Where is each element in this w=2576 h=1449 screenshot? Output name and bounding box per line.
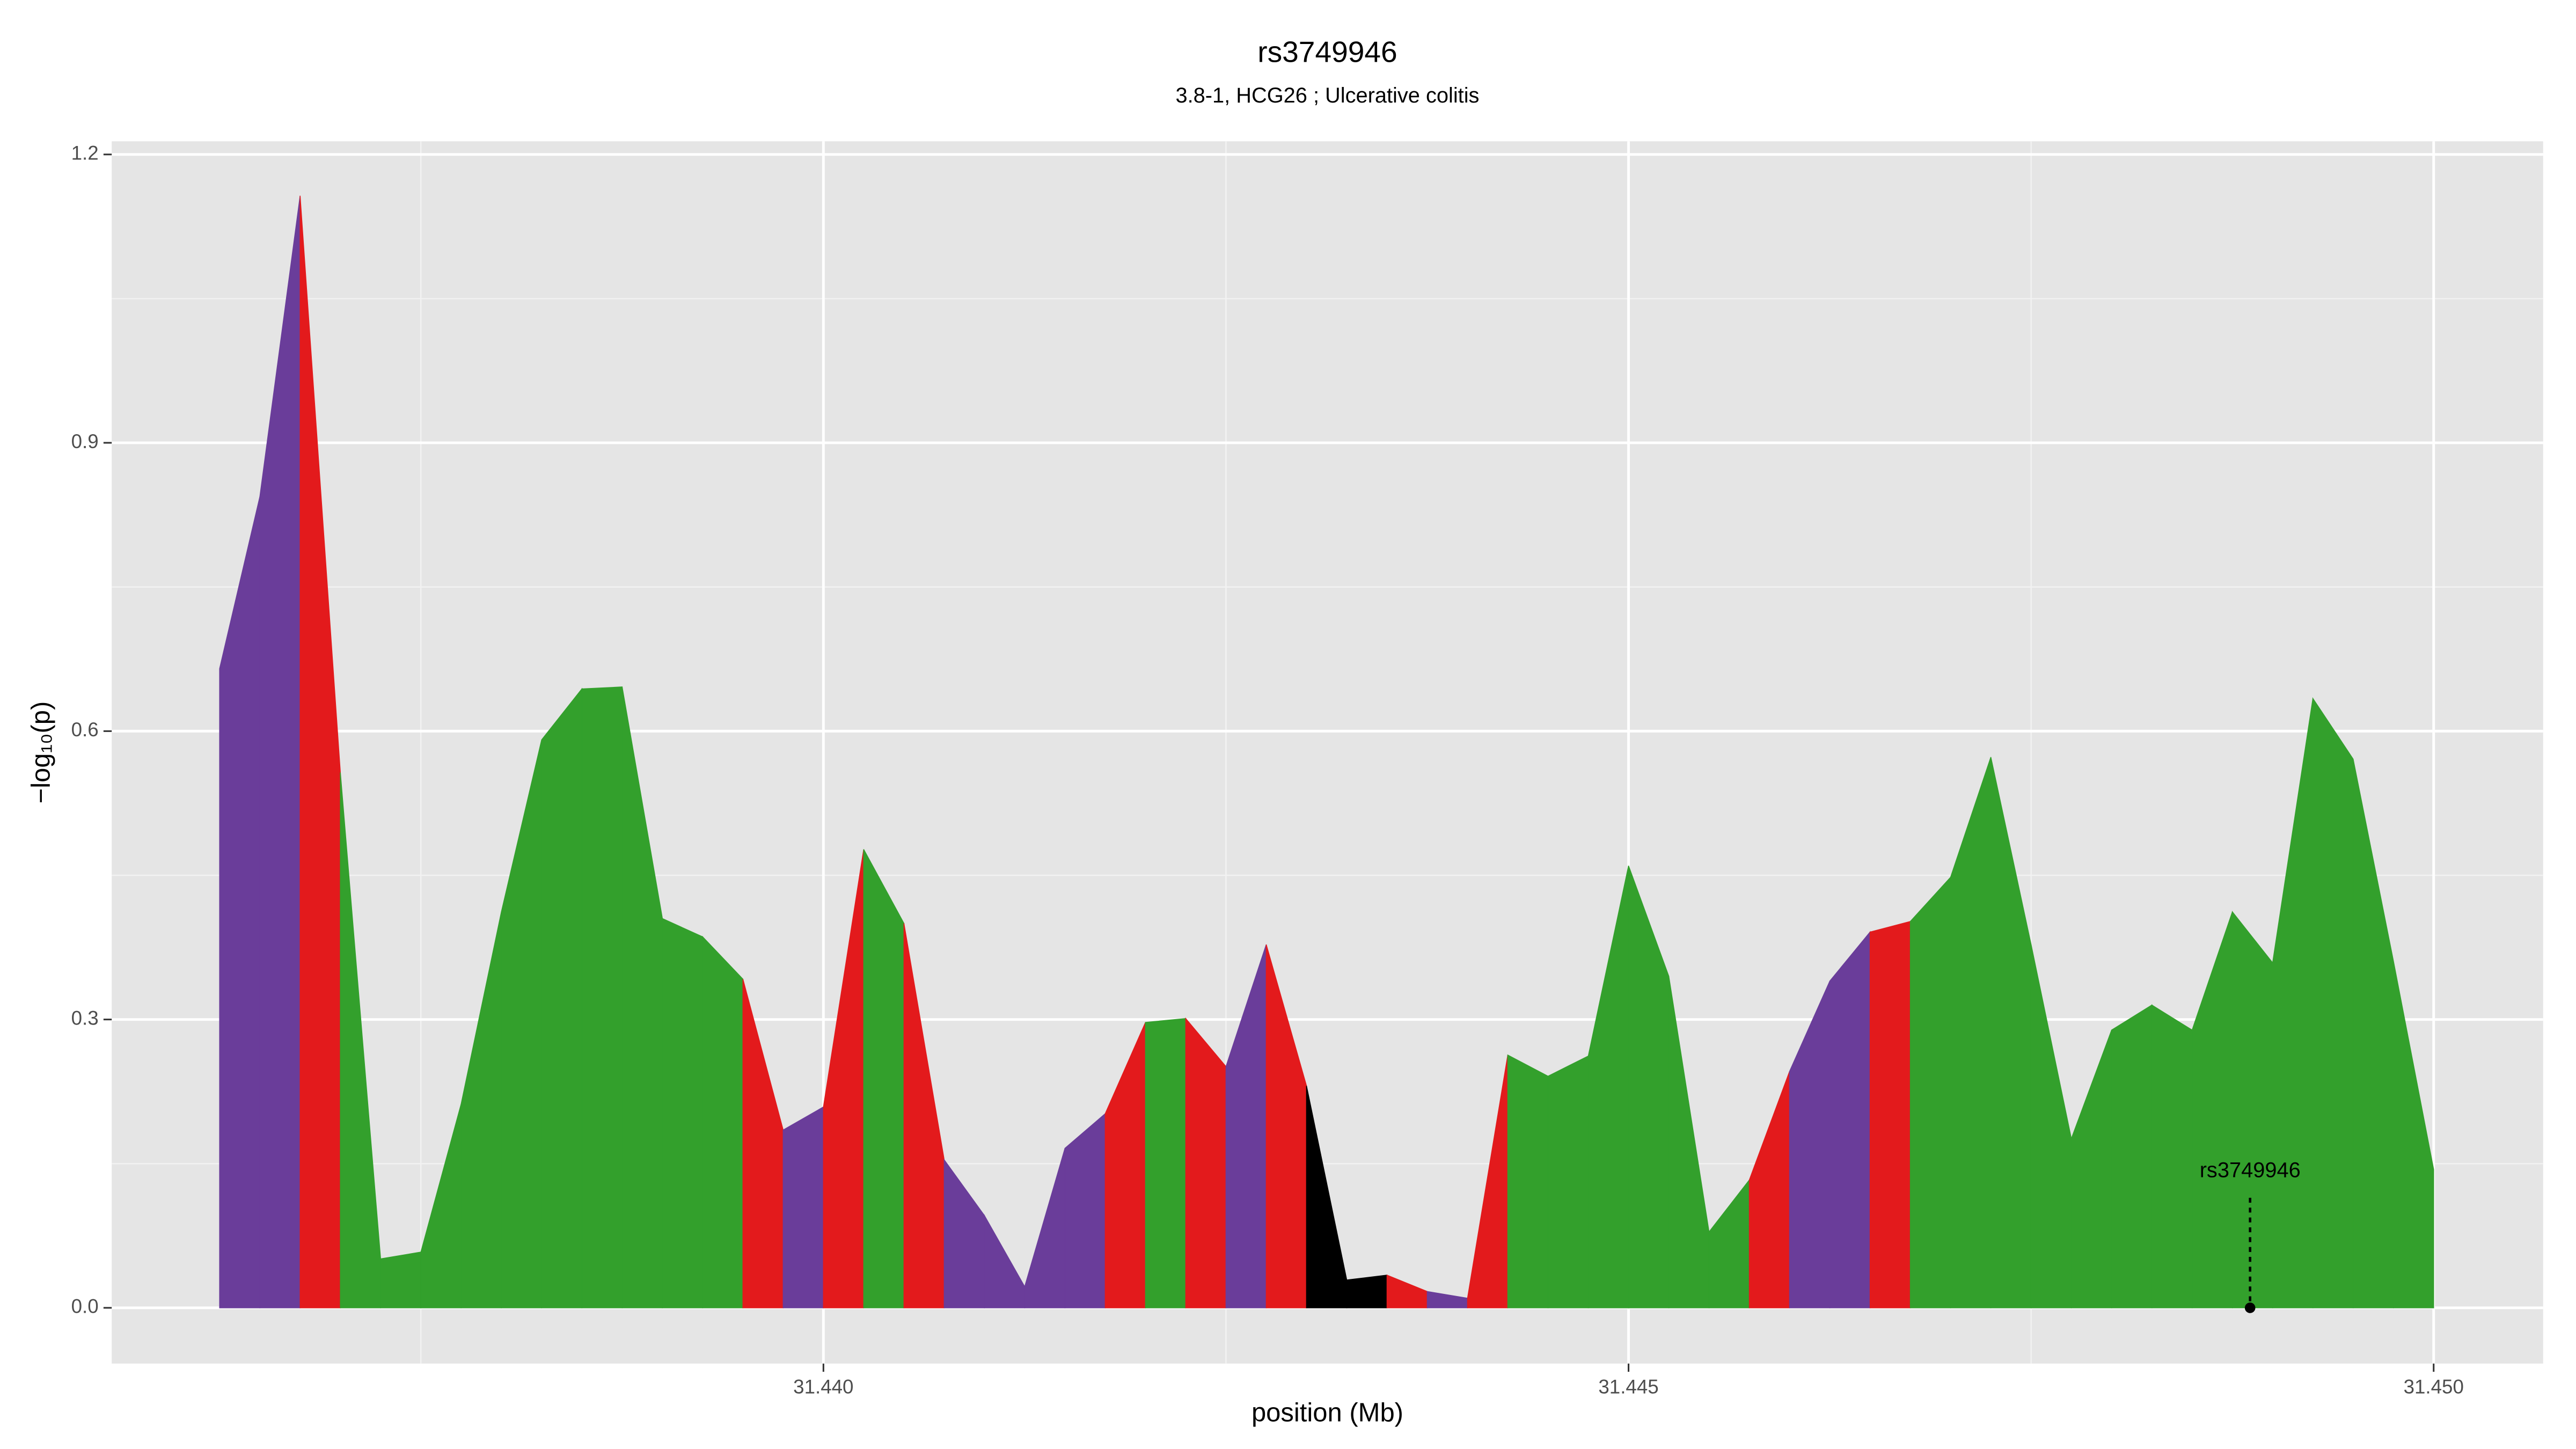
area-segment xyxy=(380,1252,422,1308)
x-tick-label: 31.440 xyxy=(793,1375,853,1397)
area-segment xyxy=(2392,961,2434,1308)
area-segment xyxy=(863,849,905,1308)
annotation-point xyxy=(2244,1302,2256,1313)
area-segment xyxy=(2231,910,2273,1308)
x-tick-label: 31.450 xyxy=(2404,1375,2464,1397)
area-segment xyxy=(2151,1004,2193,1308)
area-segment xyxy=(1547,1055,1589,1308)
x-axis-label: position (Mb) xyxy=(1252,1399,1403,1428)
area-segment xyxy=(1909,876,1951,1308)
area-segment xyxy=(2312,697,2354,1308)
area-segment xyxy=(1869,920,1911,1308)
y-tick-label: 1.2 xyxy=(71,142,99,164)
area-segment xyxy=(1346,1275,1388,1308)
area-segment xyxy=(1145,1018,1187,1308)
area-segment xyxy=(1185,1017,1227,1308)
y-tick-label: 0.3 xyxy=(71,1007,99,1029)
area-segment xyxy=(702,935,744,1308)
chart-title: rs3749946 xyxy=(1257,35,1397,69)
x-tick-label: 31.445 xyxy=(1598,1375,1658,1397)
marks xyxy=(219,195,2434,1308)
chart-subtitle: 3.8-1, HCG26 ; Ulcerative colitis xyxy=(1175,84,1479,107)
area-segment xyxy=(541,687,583,1308)
area-segment xyxy=(782,1106,824,1308)
y-axis-label: −log₁₀(p) xyxy=(27,701,56,804)
annotation-label: rs3749946 xyxy=(2200,1158,2301,1182)
area-segment xyxy=(581,686,623,1308)
area-segment xyxy=(1064,1113,1106,1308)
y-tick-label: 0.6 xyxy=(71,719,99,741)
area-segment xyxy=(1507,1054,1549,1308)
area-segment xyxy=(662,918,704,1308)
area-segment xyxy=(2111,1004,2153,1308)
y-tick-label: 0.9 xyxy=(71,430,99,452)
y-tick-label: 0.0 xyxy=(71,1296,99,1318)
area-segment xyxy=(1829,931,1871,1308)
